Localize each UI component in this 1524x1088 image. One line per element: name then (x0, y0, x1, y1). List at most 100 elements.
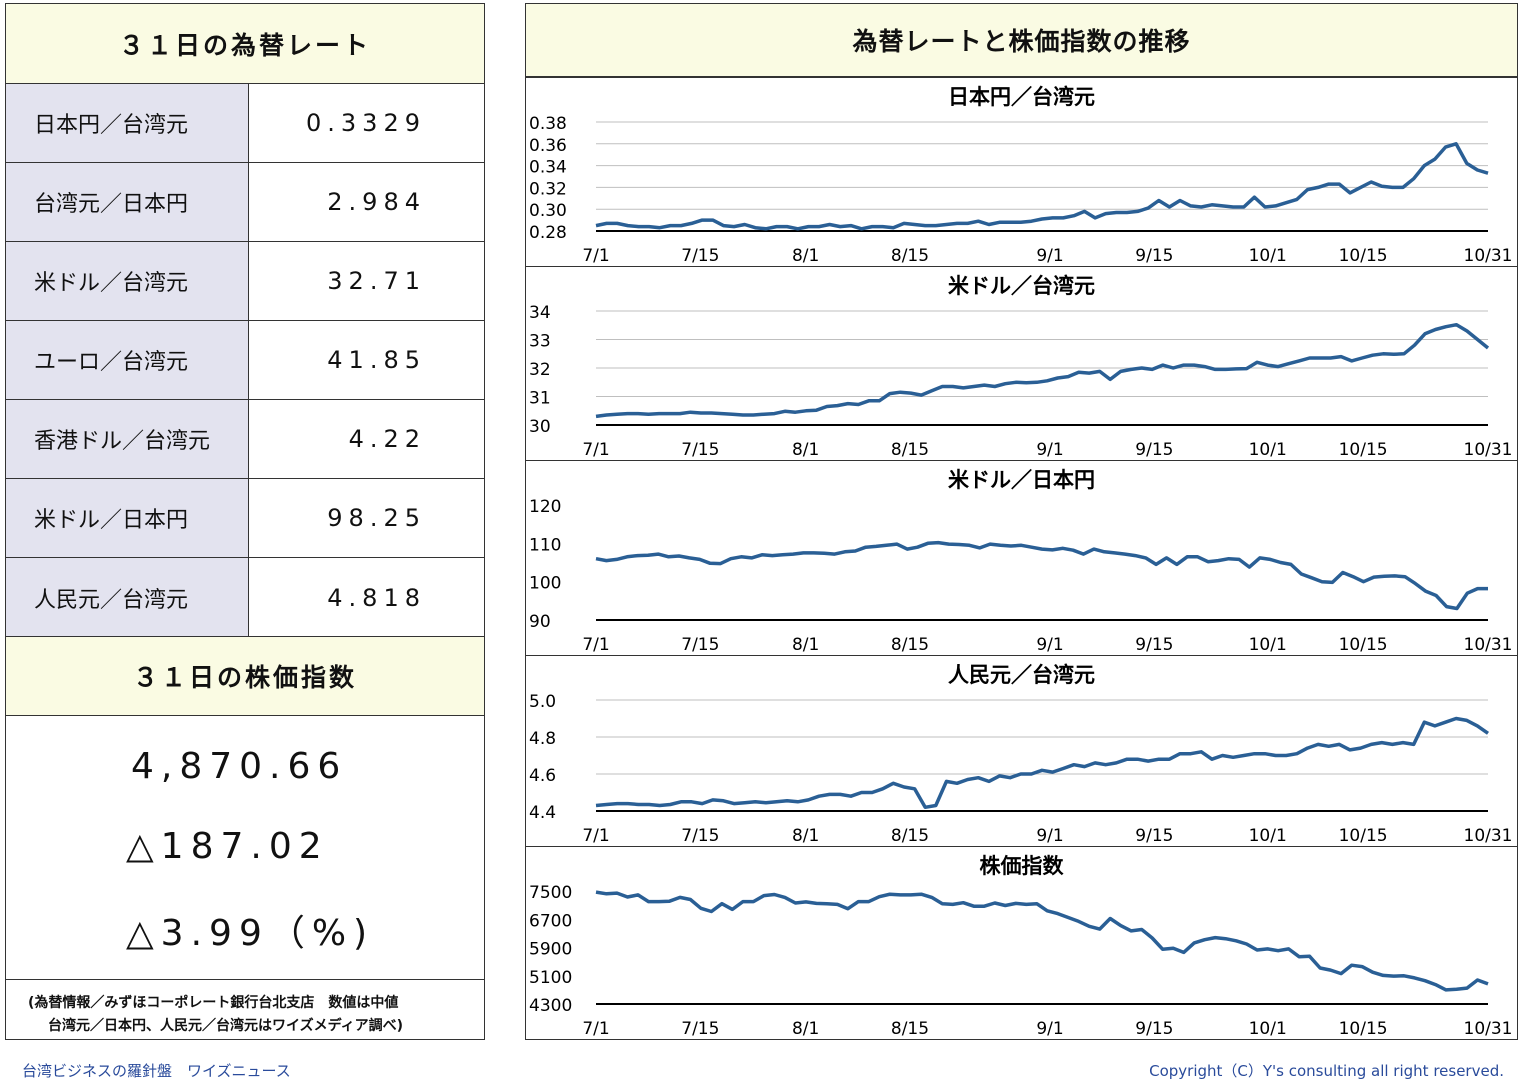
x-tick-label: 10/31 (1464, 440, 1513, 460)
y-tick-label: 5900 (529, 940, 572, 960)
x-tick-label: 7/1 (582, 635, 609, 655)
x-tick-label: 9/1 (1036, 635, 1063, 655)
x-tick-label: 7/15 (681, 440, 719, 460)
footer-right: Copyright（C）Y's consulting all right res… (1149, 1062, 1504, 1080)
x-tick-label: 7/1 (582, 1019, 609, 1039)
x-tick-label: 9/15 (1135, 1019, 1173, 1039)
chart-title: 日本円／台湾元 (948, 85, 1095, 109)
chart-title: 人民元／台湾元 (948, 663, 1095, 687)
rate-table: 日本円／台湾元 0.3329 台湾元／日本円 2.984 米ドル／台湾元 32.71 ユーロ… (6, 84, 484, 637)
x-tick-label: 10/1 (1249, 635, 1287, 655)
rate-value: 98.25 (327, 504, 426, 532)
x-tick-label: 8/1 (792, 1019, 819, 1039)
x-tick-label: 7/15 (681, 635, 719, 655)
x-tick-label: 8/1 (792, 826, 819, 846)
x-tick-label: 10/15 (1339, 826, 1388, 846)
chart-title: 株価指数 (980, 854, 1065, 878)
series-line (595, 890, 1489, 992)
line-chart: 人民元／台湾元 5.0 4.8 4.6 4.4 7/1 7/15 8/1 8/15 9/1 9/15… (529, 663, 1513, 846)
y-tick-label: 32 (529, 360, 551, 380)
x-tick-label: 10/31 (1464, 635, 1513, 655)
stock-title: ３１日の株価指数 (6, 636, 484, 716)
chart-section: 人民元／台湾元 5.0 4.8 4.6 4.4 7/1 7/15 8/1 8/15 9/1 9/15… (526, 655, 1517, 847)
x-tick-label: 10/15 (1339, 440, 1388, 460)
y-tick-label: 4.6 (529, 766, 556, 786)
rate-label: 台湾元／日本円 (6, 163, 249, 241)
rate-label: 米ドル／台湾元 (6, 242, 249, 320)
series-line (595, 142, 1489, 231)
y-tick-label: 0.38 (529, 114, 567, 134)
source-note-line2: 台湾元／日本円、人民元／台湾元はワイズメディア調べ) (48, 1018, 403, 1034)
rate-value: 0.3329 (306, 109, 426, 137)
x-tick-label: 10/31 (1464, 246, 1513, 266)
x-tick-label: 9/1 (1036, 440, 1063, 460)
rate-label: 日本円／台湾元 (6, 84, 249, 162)
right-panel: 為替レートと株価指数の推移 日本円／台湾元 0.38 0.36 0.34 0.32 0.3… (525, 3, 1518, 1040)
x-tick-label: 8/15 (891, 826, 929, 846)
rate-row: 台湾元／日本円 2.984 (6, 163, 484, 242)
x-tick-label: 10/15 (1339, 246, 1388, 266)
x-tick-label: 7/15 (681, 1019, 719, 1039)
line-chart: 米ドル／台湾元 34 33 32 31 30 7/1 7/15 8/1 8/15 9/1 9/15 10… (529, 274, 1513, 460)
x-tick-label: 9/15 (1135, 440, 1173, 460)
x-tick-label: 10/15 (1339, 635, 1388, 655)
y-tick-label: 5100 (529, 968, 572, 988)
rate-value: 32.71 (327, 267, 426, 295)
y-tick-label: 0.28 (529, 223, 567, 243)
left-panel: ３１日の為替レート 日本円／台湾元 0.3329 台湾元／日本円 2.984 米ドル／台… (5, 3, 485, 1040)
rate-value: 4.818 (327, 583, 426, 612)
x-tick-label: 8/15 (891, 246, 929, 266)
y-tick-label: 110 (529, 535, 561, 555)
x-tick-label: 10/1 (1249, 440, 1287, 460)
y-tick-label: 30 (529, 417, 551, 437)
x-tick-label: 9/15 (1135, 246, 1173, 266)
rate-label: 人民元／台湾元 (6, 558, 249, 637)
series-line (595, 540, 1488, 611)
x-tick-label: 9/15 (1135, 635, 1173, 655)
rate-row: 人民元／台湾元 4.818 (6, 558, 484, 637)
chart-section: 米ドル／日本円 120 110 100 90 7/1 7/15 8/1 8/15 9/1 9/15 1… (526, 460, 1517, 656)
x-tick-label: 7/1 (582, 246, 609, 266)
y-tick-label: 120 (529, 497, 561, 517)
x-tick-label: 10/31 (1464, 1019, 1513, 1039)
rate-value: 2.984 (327, 188, 426, 216)
x-tick-label: 10/1 (1249, 246, 1287, 266)
source-note-line1: (為替情報／みずほコーポレート銀行台北支店 数値は中値 (28, 995, 399, 1011)
chart-section: 米ドル／台湾元 34 33 32 31 30 7/1 7/15 8/1 8/15 9/1 9/15 10… (526, 266, 1517, 461)
rate-title: ３１日の為替レート (6, 4, 484, 84)
source-note: (為替情報／みずほコーポレート銀行台北支店 数値は中値 台湾元／日本円、人民元／… (6, 979, 484, 1041)
x-tick-label: 9/1 (1036, 826, 1063, 846)
rate-value: 4.22 (348, 425, 426, 453)
rate-value: 41.85 (327, 346, 426, 374)
charts-title: 為替レートと株価指数の推移 (526, 4, 1517, 77)
chart-section: 株価指数 7500 6700 5900 5100 4300 7/1 7/15 8/1 8/15 9/… (526, 846, 1517, 1040)
x-tick-label: 8/15 (891, 1019, 929, 1039)
y-tick-label: 0.32 (529, 179, 567, 199)
x-tick-label: 8/1 (792, 635, 819, 655)
x-tick-label: 7/15 (681, 246, 719, 266)
y-tick-label: 7500 (529, 883, 572, 903)
y-tick-label: 0.34 (529, 158, 567, 178)
x-tick-label: 10/1 (1249, 826, 1287, 846)
y-tick-label: 33 (529, 332, 551, 352)
x-tick-label: 7/15 (681, 826, 719, 846)
y-tick-label: 100 (529, 574, 561, 594)
x-tick-label: 9/15 (1135, 826, 1173, 846)
x-tick-label: 8/15 (891, 440, 929, 460)
x-tick-label: 9/1 (1036, 246, 1063, 266)
stock-index-value: 4,870.66 (131, 746, 348, 787)
rate-row: 香港ドル／台湾元 4.22 (6, 400, 484, 479)
line-chart: 米ドル／日本円 120 110 100 90 7/1 7/15 8/1 8/15 9/1 9/15 1… (529, 468, 1513, 655)
y-tick-label: 4.4 (529, 803, 556, 823)
chart-title: 米ドル／台湾元 (948, 274, 1095, 298)
y-tick-label: 90 (529, 612, 551, 632)
y-tick-label: 34 (529, 303, 551, 323)
chart-section: 日本円／台湾元 0.38 0.36 0.34 0.32 0.30 0.28 7/1 7/15 8/… (526, 77, 1517, 267)
rate-row: ユーロ／台湾元 41.85 (6, 321, 484, 400)
x-tick-label: 10/31 (1464, 826, 1513, 846)
stock-index-change-pct: △3.99（%) (126, 913, 375, 954)
x-tick-label: 7/1 (582, 440, 609, 460)
x-tick-label: 10/1 (1249, 1019, 1287, 1039)
stock-index-change: △187.02 (126, 826, 329, 867)
chart-title: 米ドル／日本円 (948, 468, 1095, 492)
